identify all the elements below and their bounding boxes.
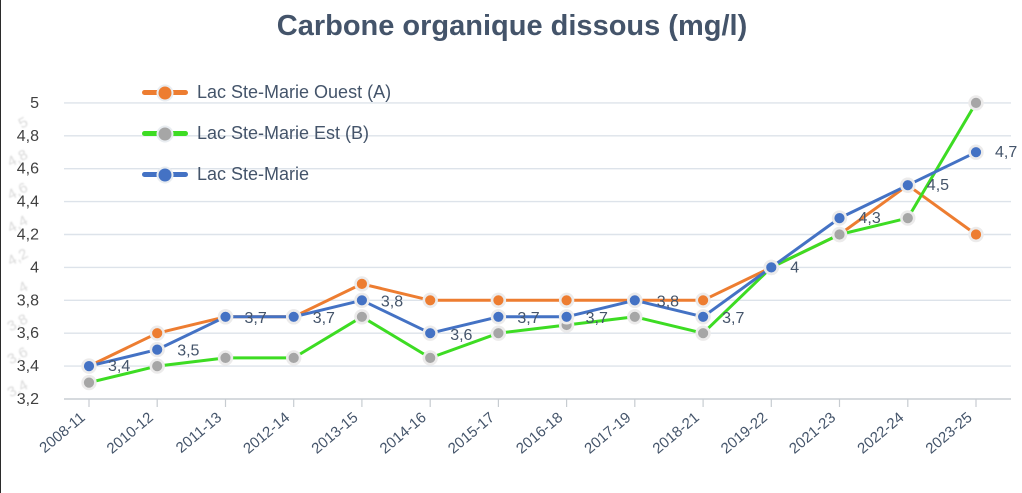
svg-text:4,7: 4,7 <box>995 144 1017 161</box>
svg-text:4: 4 <box>30 259 39 276</box>
svg-text:3,7: 3,7 <box>586 310 608 327</box>
svg-text:2012-14: 2012-14 <box>240 409 293 457</box>
svg-text:3,8: 3,8 <box>657 293 679 310</box>
svg-text:3,7: 3,7 <box>313 310 335 327</box>
svg-text:2011-13: 2011-13 <box>173 409 225 457</box>
svg-text:2021-23: 2021-23 <box>786 409 839 457</box>
svg-text:3,8: 3,8 <box>381 293 403 310</box>
svg-text:2010-12: 2010-12 <box>104 409 157 457</box>
svg-text:2022-24: 2022-24 <box>854 409 907 457</box>
svg-text:2013-15: 2013-15 <box>308 409 361 457</box>
svg-text:5: 5 <box>30 95 39 112</box>
svg-text:3,5: 3,5 <box>177 343 199 360</box>
svg-text:4,5: 4,5 <box>927 177 949 194</box>
svg-text:3,6: 3,6 <box>450 327 472 344</box>
svg-text:3,7: 3,7 <box>722 310 744 327</box>
svg-text:2019-22: 2019-22 <box>718 409 771 457</box>
svg-text:4,2: 4,2 <box>4 245 30 270</box>
svg-text:2014-16: 2014-16 <box>377 409 430 457</box>
svg-text:4,8: 4,8 <box>17 128 39 145</box>
svg-text:3,4: 3,4 <box>108 358 130 375</box>
svg-text:4: 4 <box>790 259 799 276</box>
svg-text:3,7: 3,7 <box>245 310 267 327</box>
svg-text:2023-25: 2023-25 <box>922 409 975 457</box>
svg-text:2018-21: 2018-21 <box>650 409 703 457</box>
svg-text:2017-19: 2017-19 <box>581 409 634 457</box>
svg-text:4,3: 4,3 <box>859 210 881 227</box>
svg-text:2016-18: 2016-18 <box>513 409 566 457</box>
svg-text:2015-17: 2015-17 <box>445 409 498 457</box>
svg-text:3,7: 3,7 <box>517 310 539 327</box>
svg-text:3,8: 3,8 <box>17 292 39 309</box>
svg-text:2008-11: 2008-11 <box>36 409 88 457</box>
